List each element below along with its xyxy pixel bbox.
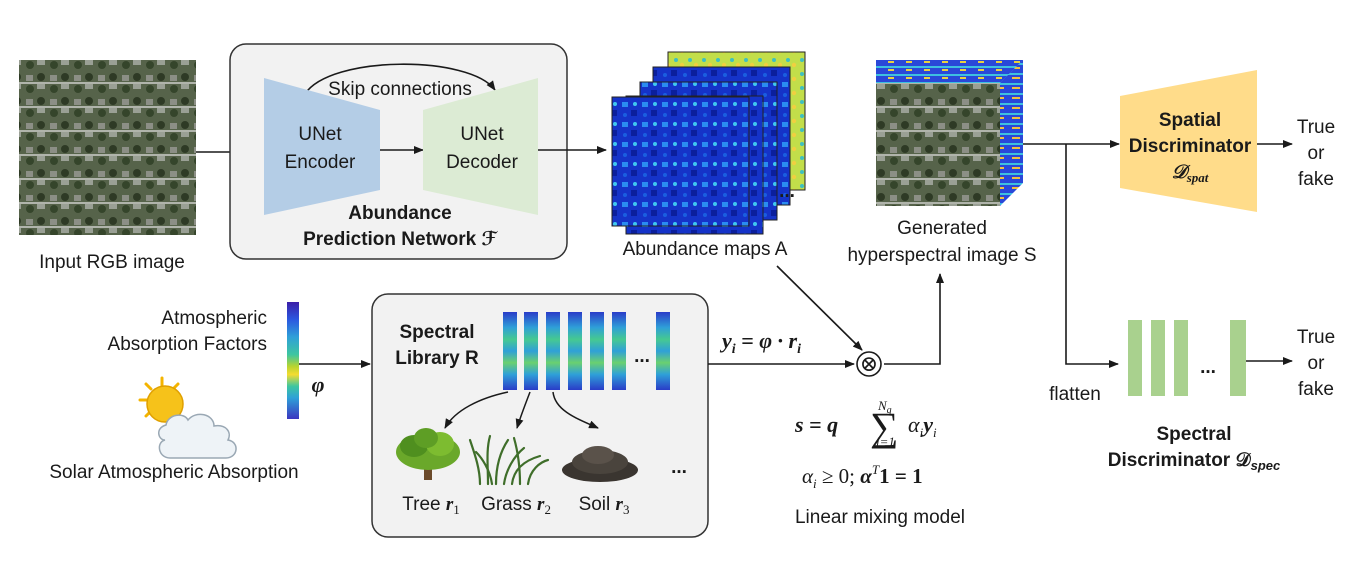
arrow-library-to-soil: [552, 391, 599, 429]
grass-icon: [468, 434, 550, 486]
equation-sum-bottom: i=1: [876, 434, 895, 449]
decoder-label-1: UNet: [460, 124, 504, 145]
library-label-2: Library R: [395, 348, 479, 369]
atmos-label-2: Absorption Factors: [108, 334, 267, 355]
soil-label: Soil r3: [579, 494, 630, 517]
apn-title-1: Abundance: [348, 203, 451, 224]
spatial-label-1: Spatial: [1159, 110, 1221, 131]
spectral-discriminator: [1128, 320, 1246, 396]
equation-yi: yi = φ · ri: [719, 328, 801, 357]
abundance-maps-stack: [611, 51, 806, 235]
otimes-symbol: ⊗: [860, 351, 878, 376]
multiply-operator: [856, 351, 882, 377]
spectral-out-3: fake: [1298, 379, 1334, 400]
equation-mix-lhs: s = q: [794, 412, 838, 437]
spectral-disc-label-1: Spectral: [1157, 424, 1232, 445]
library-label-1: Spectral: [400, 322, 475, 343]
spatial-discriminator: [1120, 70, 1257, 212]
unet-encoder: [264, 78, 380, 215]
tree-icon: [396, 428, 460, 480]
equation-sum-term: αiyi: [908, 412, 937, 440]
skip-connection-arrow: [304, 63, 496, 95]
arrow-library-to-tree: [444, 391, 509, 429]
encoder-label-2: Encoder: [285, 152, 356, 173]
input-label: Input RGB image: [39, 252, 185, 273]
arrow-cube-to-spectral: [1065, 144, 1119, 368]
hyperspectral-cube: [876, 60, 1023, 206]
tree-label: Tree r1: [402, 494, 460, 517]
abundance-ellipsis: ...: [779, 181, 795, 202]
mixing-caption: Linear mixing model: [795, 507, 965, 528]
spectral-out-2: or: [1308, 353, 1326, 374]
arrow-library-to-grass: [515, 391, 531, 429]
atmos-label-1: Atmospheric: [161, 308, 267, 329]
skip-label: Skip connections: [328, 79, 472, 100]
arrow-maps-to-mix: [776, 265, 863, 351]
spatial-label-2: Discriminator: [1129, 136, 1252, 157]
decoder-label-2: Decoder: [446, 152, 518, 173]
generated-label-1: Generated: [897, 218, 987, 239]
spatial-out-3: fake: [1298, 169, 1334, 190]
flatten-label: flatten: [1049, 384, 1101, 405]
abundance-label: Abundance maps A: [623, 239, 788, 260]
sun-cloud-icon: [138, 376, 237, 459]
library-more: ...: [671, 457, 687, 478]
library-spectra: [503, 312, 670, 390]
solar-label: Solar Atmospheric Absorption: [49, 462, 298, 483]
spectral-disc-ellipsis: ...: [1200, 357, 1216, 378]
spectral-disc-label-2: Discriminator 𝒟spec: [1108, 450, 1281, 473]
soil-icon: [562, 446, 638, 482]
arrow-mix-to-cube: [884, 273, 944, 365]
equation-constraint: αi ≥ 0; αT1 = 1: [802, 462, 923, 491]
input-rgb-image: [19, 60, 196, 235]
generated-label-2: hyperspectral image S: [847, 245, 1036, 266]
apn-title-2: Prediction Network ℱ: [303, 229, 498, 250]
unet-decoder: [423, 78, 538, 215]
spatial-out-2: or: [1308, 143, 1326, 164]
spatial-symbol: 𝒟spat: [1172, 162, 1209, 185]
spatial-out-1: True: [1297, 117, 1335, 138]
spectral-out-1: True: [1297, 327, 1335, 348]
phi-symbol: φ: [312, 372, 325, 397]
equation-sum-top: Ng: [877, 398, 892, 416]
encoder-label-1: UNet: [298, 124, 342, 145]
atmos-absorption-bar: [287, 302, 299, 419]
library-ellipsis: ...: [634, 346, 650, 367]
equation-sum: ∑: [870, 404, 899, 449]
grass-label: Grass r2: [481, 494, 551, 517]
